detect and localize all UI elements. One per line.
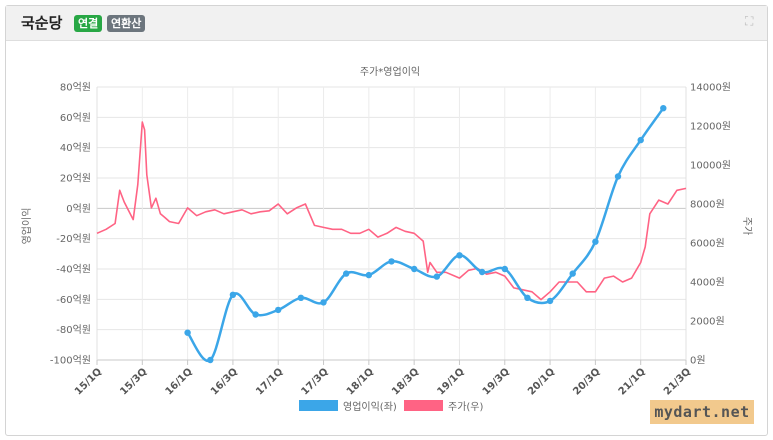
left-tick-label: -100억원	[50, 355, 91, 367]
expand-icon[interactable]: ⛶	[745, 14, 754, 28]
x-tick-label: 21/3Q	[662, 366, 693, 397]
operating-profit-point[interactable]	[229, 291, 237, 298]
operating-profit-point[interactable]	[320, 299, 327, 306]
left-tick-label: 60억원	[60, 112, 91, 124]
left-tick-label: -20억원	[56, 233, 91, 245]
operating-profit-point[interactable]	[614, 173, 622, 180]
stock-price-series	[96, 121, 687, 301]
left-tick-label: -80억원	[56, 324, 91, 336]
consolidated-badge[interactable]: 연결	[74, 15, 103, 32]
operating-profit-series	[184, 105, 667, 364]
legend-swatch-stock-price[interactable]	[404, 400, 443, 411]
legend: 영업이익(좌) 주가(우)	[299, 400, 484, 413]
x-tick-label: 17/1Q	[254, 366, 285, 397]
operating-profit-point[interactable]	[184, 329, 191, 336]
x-tick-label: 17/3Q	[300, 366, 331, 397]
right-tick-label: 8000원	[690, 199, 725, 211]
operating-profit-point[interactable]	[388, 258, 395, 265]
left-tick-label: 80억원	[60, 82, 91, 94]
grid-lines	[96, 86, 687, 361]
operating-profit-point[interactable]	[207, 356, 214, 364]
legend-label-stock-price[interactable]: 주가(우)	[448, 401, 484, 413]
right-tick-label: 10000원	[690, 160, 731, 172]
stock-price-line	[96, 121, 687, 301]
right-tick-label: 6000원	[690, 238, 725, 250]
x-tick-label: 15/1Q	[73, 366, 104, 397]
operating-profit-point[interactable]	[275, 306, 282, 314]
x-tick-label: 21/1Q	[617, 366, 648, 397]
operating-profit-point[interactable]	[297, 294, 305, 301]
legend-swatch-operating-profit[interactable]	[299, 400, 338, 411]
x-tick-label: 15/3Q	[118, 366, 149, 397]
x-tick-label: 16/3Q	[209, 366, 240, 397]
axes: 80억원 60억원 40억원 20억원 0억원 -20억원 -40억원 -60억원 -80억원 -…	[50, 82, 731, 398]
right-tick-label: 2000원	[690, 316, 725, 328]
operating-profit-point[interactable]	[252, 311, 259, 318]
left-tick-label: -40억원	[56, 264, 91, 276]
operating-profit-point[interactable]	[524, 294, 531, 301]
left-axis-label: 영업이익	[20, 208, 33, 245]
right-tick-label: 12000원	[690, 121, 731, 133]
operating-profit-line	[186, 107, 665, 363]
right-tick-label: 4000원	[690, 277, 725, 289]
operating-profit-point[interactable]	[365, 271, 372, 279]
x-tick-label: 16/1Q	[164, 366, 195, 397]
left-tick-label: 40억원	[60, 142, 91, 154]
operating-profit-point[interactable]	[660, 105, 667, 112]
operating-profit-point[interactable]	[592, 238, 599, 245]
x-tick-label: 19/1Q	[435, 366, 466, 397]
operating-profit-point[interactable]	[343, 270, 350, 277]
right-axis-label: 주가	[741, 217, 753, 235]
operating-profit-point[interactable]	[637, 136, 644, 144]
operating-profit-point[interactable]	[569, 270, 576, 277]
operating-profit-point[interactable]	[411, 265, 418, 273]
operating-profit-point[interactable]	[433, 273, 440, 280]
x-tick-label: 20/1Q	[526, 366, 557, 397]
annualized-badge[interactable]: 연환산	[107, 15, 146, 32]
x-tick-label: 18/1Q	[345, 366, 376, 397]
x-tick-label: 19/3Q	[481, 366, 512, 397]
right-tick-label: 14000원	[690, 82, 731, 94]
left-tick-label: 0억원	[66, 203, 91, 215]
left-tick-label: -60억원	[56, 294, 91, 306]
x-tick-label: 18/3Q	[390, 366, 421, 397]
operating-profit-point[interactable]	[546, 297, 554, 305]
operating-profit-point[interactable]	[501, 265, 508, 273]
company-title: 국순당	[21, 14, 63, 32]
left-tick-label: 20억원	[60, 173, 91, 185]
panel-header: 국순당 연결 연환산 ⛶	[6, 6, 767, 41]
x-tick-label: 20/3Q	[571, 366, 602, 397]
chart-title: 주가*영업이익	[360, 65, 420, 78]
legend-label-operating-profit[interactable]: 영업이익(좌)	[343, 400, 397, 413]
watermark: mydart.net	[650, 400, 754, 424]
operating-profit-point[interactable]	[456, 252, 463, 259]
right-tick-label: 0원	[690, 355, 706, 367]
operating-profit-point[interactable]	[478, 268, 486, 276]
